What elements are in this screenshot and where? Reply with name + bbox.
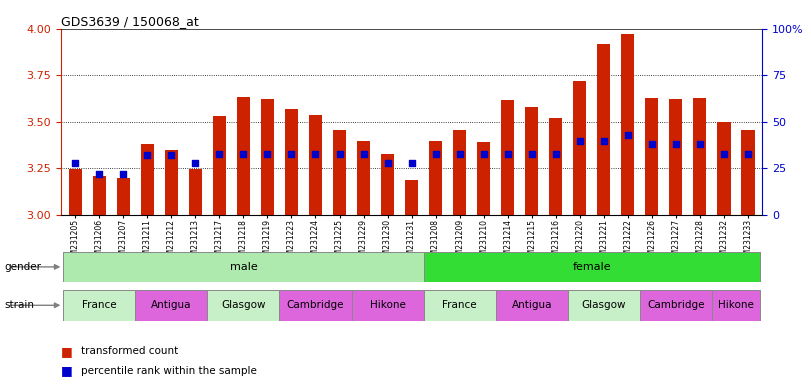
Bar [357,141,370,215]
Bar [568,290,640,321]
Bar [597,44,611,215]
Bar [693,98,706,215]
Text: Hikone: Hikone [718,300,754,310]
Point [526,151,539,157]
Text: Hikone: Hikone [370,300,406,310]
Bar [63,290,135,321]
Point [165,152,178,159]
Point [477,151,490,157]
Bar [549,118,562,215]
Bar [165,150,178,215]
Bar [212,116,226,215]
Point [646,141,659,147]
Point [141,152,154,159]
Bar [501,99,514,215]
Point [573,137,586,144]
Bar [140,144,154,215]
Point [549,151,562,157]
Point [429,151,442,157]
Bar [741,130,754,215]
Point [718,151,731,157]
Bar [621,35,634,215]
Bar [496,290,568,321]
Bar [237,97,250,215]
Text: France: France [82,300,117,310]
Bar [69,169,82,215]
Point [501,151,514,157]
Point [333,151,346,157]
Bar [573,81,586,215]
Bar [117,178,130,215]
Text: ■: ■ [61,364,72,377]
Bar [309,116,322,215]
Text: ■: ■ [61,345,72,358]
Point [92,171,105,177]
Bar [285,109,298,215]
Bar [646,98,659,215]
Bar [423,252,760,282]
Point [741,151,754,157]
Bar [280,290,351,321]
Point [597,137,610,144]
Point [237,151,250,157]
Point [189,160,202,166]
Bar [189,169,202,215]
Bar [669,99,683,215]
Point [69,160,82,166]
Bar [405,180,418,215]
Bar [63,252,423,282]
Bar [525,107,539,215]
Bar [640,290,712,321]
Point [669,141,682,147]
Bar [351,290,423,321]
Text: female: female [573,262,611,272]
Text: transformed count: transformed count [81,346,178,356]
Bar [712,290,760,321]
Bar [429,141,442,215]
Point [621,132,634,138]
Bar [717,122,731,215]
Text: Glasgow: Glasgow [581,300,626,310]
Point [453,151,466,157]
Text: GDS3639 / 150068_at: GDS3639 / 150068_at [61,15,199,28]
Bar [477,142,491,215]
Bar [135,290,208,321]
Text: male: male [230,262,257,272]
Text: Antigua: Antigua [151,300,191,310]
Text: Antigua: Antigua [512,300,552,310]
Text: Cambridge: Cambridge [287,300,344,310]
Text: Glasgow: Glasgow [221,300,266,310]
Point [285,151,298,157]
Point [381,160,394,166]
Point [405,160,418,166]
Point [117,171,130,177]
Point [357,151,370,157]
Text: gender: gender [4,262,41,272]
Bar [92,176,106,215]
Bar [208,290,280,321]
Bar [261,99,274,215]
Bar [333,130,346,215]
Text: Cambridge: Cambridge [647,300,705,310]
Bar [381,154,394,215]
Point [261,151,274,157]
Text: percentile rank within the sample: percentile rank within the sample [81,366,257,376]
Text: strain: strain [4,300,34,310]
Point [213,151,226,157]
Bar [423,290,496,321]
Bar [453,130,466,215]
Point [693,141,706,147]
Point [309,151,322,157]
Text: France: France [442,300,477,310]
